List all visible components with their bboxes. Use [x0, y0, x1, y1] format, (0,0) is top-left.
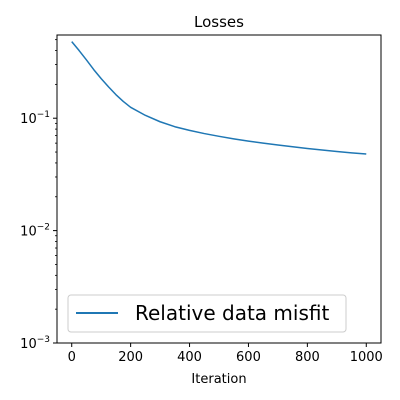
x-tick-label: 1000 [350, 350, 383, 365]
x-tick-label: 400 [177, 350, 202, 365]
plot-area: 0 200 400 600 800 1000 10−3 10−2 10−1 [20, 39, 383, 365]
y-tick-label: 10−2 [20, 223, 50, 240]
x-tick-label: 800 [295, 350, 320, 365]
plot-frame [56, 34, 382, 344]
x-axis-title: Iteration [191, 372, 246, 387]
x-tick-label: 200 [118, 350, 143, 365]
legend: Relative data misfit [67, 294, 347, 333]
legend-box [67, 294, 347, 333]
y-tick-label: 10−1 [20, 110, 50, 127]
y-tick-label: 10−3 [20, 335, 50, 352]
series-line-0 [71, 41, 367, 155]
x-tick-label: 0 [68, 350, 76, 365]
chart-title: Losses [194, 13, 244, 31]
x-tick-label: 600 [236, 350, 261, 365]
legend-label: Relative data misfit [135, 301, 329, 325]
